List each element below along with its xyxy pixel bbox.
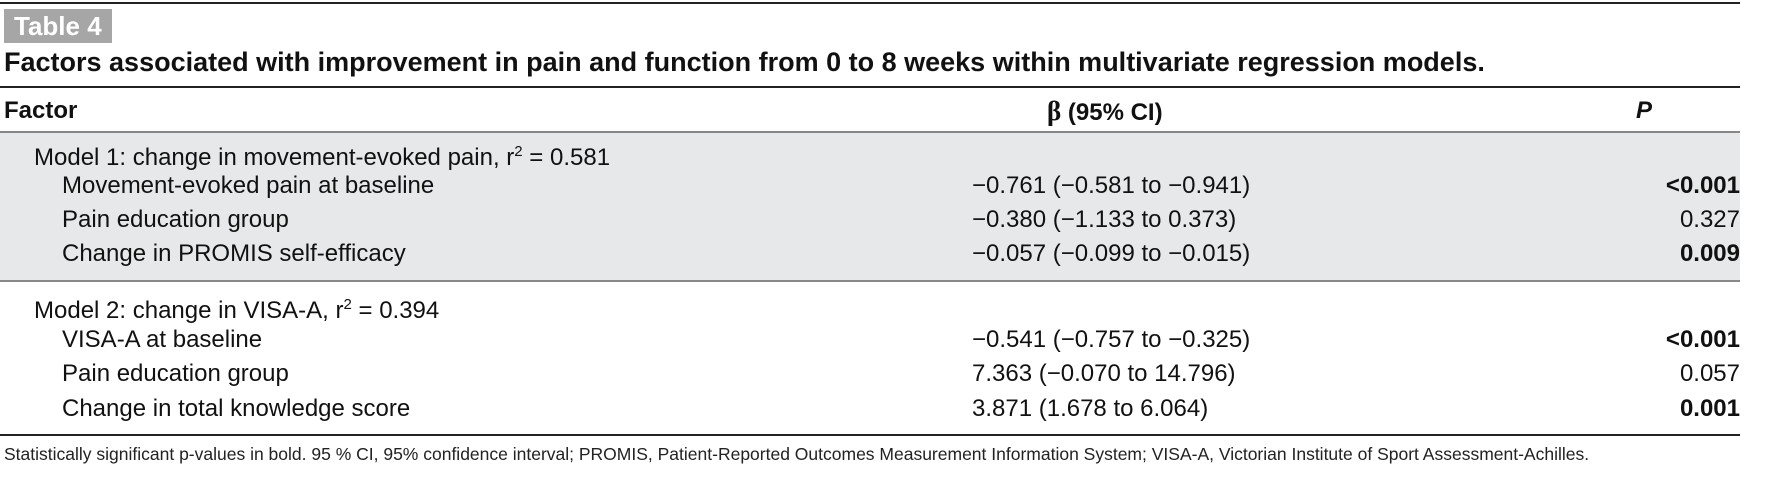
table-row-p: <0.001 [1665, 326, 1740, 353]
table-row-factor: Movement-evoked pain at baseline [62, 172, 435, 199]
table-caption: Factors associated with improvement in p… [4, 47, 1485, 77]
model-1-r2-exp: 2 [514, 143, 523, 160]
table-bottom-rule [0, 434, 1740, 436]
model-1-title: Model 1: change in movement-evoked pain,… [34, 137, 610, 173]
table-label: Table 4 [4, 9, 112, 43]
header-top-rule [0, 86, 1740, 88]
model-2-title-text: Model 2: change in VISA-A, r [34, 297, 344, 324]
model-1-shading [0, 133, 1740, 280]
top-rule [0, 2, 1740, 4]
table-row-beta: −0.057 (−0.099 to −0.015) [972, 240, 1251, 267]
model-2-r2-exp: 2 [343, 296, 352, 313]
table-label-text: Table 4 [14, 11, 102, 41]
model-divider-rule [0, 280, 1740, 282]
column-header-factor: Factor [4, 97, 78, 124]
table-row-p: 0.327 [1679, 206, 1740, 233]
model-1-title-text: Model 1: change in movement-evoked pain,… [34, 144, 515, 171]
model-2-r2-value: = 0.394 [351, 297, 440, 324]
table-row-p: <0.001 [1665, 172, 1740, 199]
model-1-r2-value: = 0.581 [522, 144, 611, 171]
table-row-beta: −0.541 (−0.757 to −0.325) [972, 326, 1251, 353]
column-header-p: P [1636, 97, 1653, 124]
table-row-factor: VISA-A at baseline [62, 326, 263, 353]
beta-symbol: β [1047, 96, 1062, 126]
table-row-factor: Pain education group [62, 360, 289, 387]
table-row-beta: 3.871 (1.678 to 6.064) [972, 395, 1209, 422]
table-row-p: 0.057 [1679, 360, 1740, 387]
table-row-factor: Change in total knowledge score [62, 395, 411, 422]
column-header-beta: β (95% CI) [1047, 95, 1163, 127]
beta-ci-label: (95% CI) [1061, 99, 1163, 126]
table-row-p: 0.001 [1679, 395, 1740, 422]
model-2-title: Model 2: change in VISA-A, r2 = 0.394 [34, 290, 439, 326]
table-row-beta: 7.363 (−0.070 to 14.796) [972, 360, 1236, 387]
table-row-beta: −0.761 (−0.581 to −0.941) [972, 172, 1251, 199]
table-row-factor: Pain education group [62, 206, 289, 233]
table-row-factor: Change in PROMIS self-efficacy [62, 240, 406, 267]
header-bottom-rule [0, 131, 1740, 133]
table-footnote: Statistically significant p-values in bo… [4, 444, 1590, 464]
table-row-p: 0.009 [1679, 240, 1740, 267]
table-row-beta: −0.380 (−1.133 to 0.373) [972, 206, 1237, 233]
